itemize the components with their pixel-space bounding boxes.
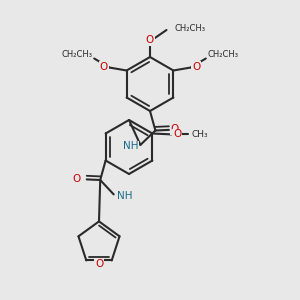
Text: CH₃: CH₃ (191, 130, 208, 139)
Text: NH: NH (117, 191, 133, 201)
Text: O: O (100, 62, 108, 72)
Text: O: O (192, 62, 200, 72)
Text: CH₂CH₃: CH₂CH₃ (207, 50, 238, 59)
Text: CH₂CH₃: CH₂CH₃ (175, 24, 206, 33)
Text: CH₂CH₃: CH₂CH₃ (62, 50, 93, 59)
Text: O: O (173, 129, 181, 140)
Text: O: O (73, 174, 81, 184)
Text: NH: NH (122, 141, 138, 152)
Text: O: O (146, 35, 154, 45)
Text: O: O (171, 124, 179, 134)
Text: O: O (95, 259, 103, 269)
